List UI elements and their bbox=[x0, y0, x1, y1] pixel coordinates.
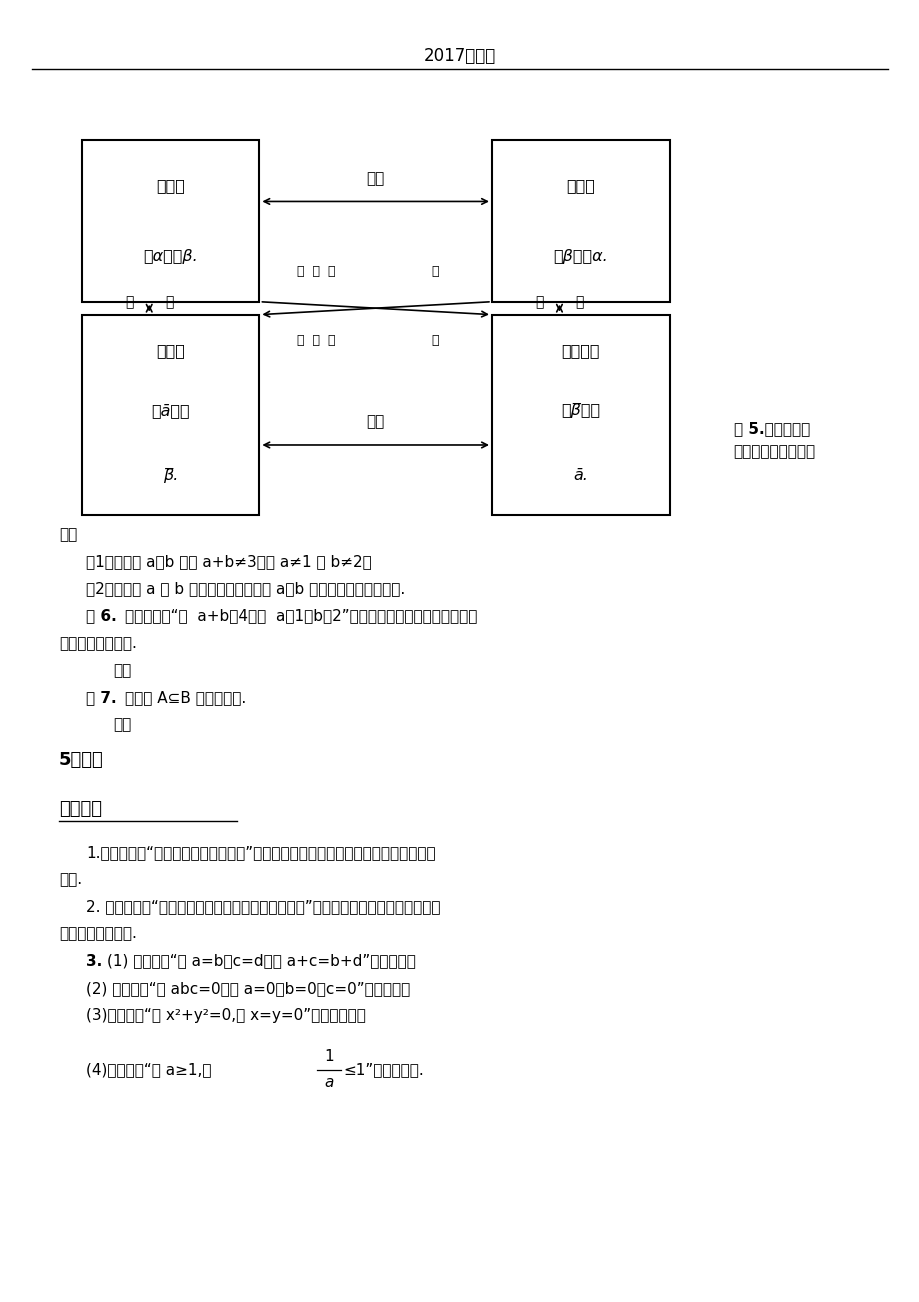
Text: 否: 否 bbox=[165, 294, 174, 309]
Text: 写出命题：“若  a+b＜4，则  a＝1且b＝2”的逆命题、否命题和逆否命题，: 写出命题：“若 a+b＜4，则 a＝1且b＝2”的逆命题、否命题和逆否命题， bbox=[125, 608, 477, 624]
Text: 互逆: 互逆 bbox=[366, 414, 384, 430]
Text: 若α，则β.: 若α，则β. bbox=[143, 249, 198, 264]
Text: 原命题: 原命题 bbox=[156, 178, 185, 193]
Text: 否: 否 bbox=[574, 294, 583, 309]
Text: （2）若实数 a 与 b 的积不是有理数，则 a，b 至少有一个不是有理数.: （2）若实数 a 与 b 的积不是有理数，则 a，b 至少有一个不是有理数. bbox=[86, 582, 405, 596]
Bar bbox=[82, 315, 259, 516]
Text: 若ā，则: 若ā，则 bbox=[151, 404, 189, 418]
Text: 备用习题: 备用习题 bbox=[59, 799, 102, 818]
Text: 请写出 A⊆B 的等价命题.: 请写出 A⊆B 的等价命题. bbox=[125, 690, 246, 706]
Text: 互: 互 bbox=[125, 294, 133, 309]
Text: 例 6.: 例 6. bbox=[86, 608, 117, 624]
Text: 解：: 解： bbox=[113, 663, 131, 678]
Text: 否命题: 否命题 bbox=[156, 344, 185, 358]
Text: 1.写出命题：“正三角形的三内角相等”的逆命题、否命题和逆否命题，并判断它们的: 1.写出命题：“正三角形的三内角相等”的逆命题、否命题和逆否命题，并判断它们的 bbox=[86, 845, 436, 859]
Text: (2) 写出命题“若 abc=0，则 a=0或b=0或c=0”的否命题；: (2) 写出命题“若 abc=0，则 a=0或b=0或c=0”的否命题； bbox=[86, 980, 410, 996]
Text: (4)写出命题“若 a≥1,则: (4)写出命题“若 a≥1,则 bbox=[86, 1062, 211, 1077]
Text: 解：: 解： bbox=[113, 717, 131, 732]
Text: 并判断它们的真假.: 并判断它们的真假. bbox=[59, 635, 137, 651]
Text: a: a bbox=[323, 1075, 333, 1090]
Text: 例 5.判断下列命: 例 5.判断下列命 bbox=[732, 421, 809, 436]
Text: 真假.: 真假. bbox=[59, 872, 82, 887]
Text: 逆否命题: 逆否命题 bbox=[561, 344, 599, 358]
Text: 互逆: 互逆 bbox=[366, 171, 384, 186]
Text: 否: 否 bbox=[431, 266, 438, 279]
Bar bbox=[492, 315, 669, 516]
Text: 例 7.: 例 7. bbox=[86, 690, 117, 706]
Bar bbox=[82, 141, 259, 302]
Text: ā.: ā. bbox=[573, 467, 587, 483]
Text: β̅.: β̅. bbox=[163, 467, 178, 483]
Text: 2017届高一: 2017届高一 bbox=[424, 47, 495, 65]
Text: 1: 1 bbox=[323, 1049, 334, 1064]
Text: 若β，则α.: 若β，则α. bbox=[553, 249, 607, 264]
Text: 由：: 由： bbox=[59, 527, 77, 542]
Bar bbox=[492, 141, 669, 302]
Text: 题的真假，并说明理: 题的真假，并说明理 bbox=[732, 444, 815, 460]
Text: 3.: 3. bbox=[86, 953, 102, 969]
Text: 并判断它们的真假.: 并判断它们的真假. bbox=[59, 927, 137, 941]
Text: 2. 写出命题：“等底等高的两个三角形是全等三角形”的逆命题、否命题和逆否命题，: 2. 写出命题：“等底等高的两个三角形是全等三角形”的逆命题、否命题和逆否命题， bbox=[86, 900, 440, 914]
Text: （1）若实数 a、b 满足 a+b≠3，则 a≠1 且 b≠2；: （1）若实数 a、b 满足 a+b≠3，则 a≠1 且 b≠2； bbox=[86, 555, 371, 569]
Text: 5、小结: 5、小结 bbox=[59, 751, 104, 769]
Text: ≤1”的逆否命题.: ≤1”的逆否命题. bbox=[343, 1062, 424, 1077]
Text: 否: 否 bbox=[431, 335, 438, 348]
Text: 互: 互 bbox=[535, 294, 543, 309]
Text: 互  为  逆: 互 为 逆 bbox=[297, 335, 335, 348]
Text: 互  为  逆: 互 为 逆 bbox=[297, 266, 335, 279]
Text: (1) 写出命题“若 a=b，c=d，则 a+c=b+d”的否命题；: (1) 写出命题“若 a=b，c=d，则 a+c=b+d”的否命题； bbox=[108, 953, 415, 969]
Text: 逆命题: 逆命题 bbox=[566, 178, 595, 193]
Text: (3)写出命题“若 x²+y²=0,则 x=y=0”的逆否命题；: (3)写出命题“若 x²+y²=0,则 x=y=0”的逆否命题； bbox=[86, 1008, 366, 1023]
Text: 若β̅，则: 若β̅，则 bbox=[561, 404, 600, 418]
